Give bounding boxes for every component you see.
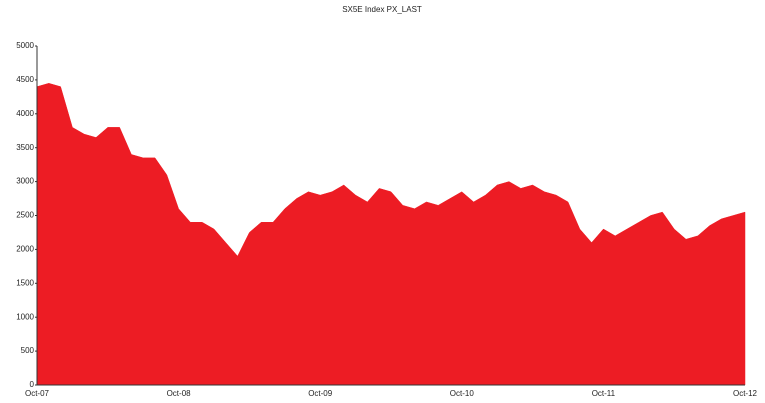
x-tick-label: Oct-08 <box>167 389 192 398</box>
y-tick-label: 0 <box>30 380 35 389</box>
area <box>36 83 746 386</box>
x-tick-label: Oct-11 <box>592 389 616 398</box>
x-tick-label: Oct-07 <box>25 389 50 398</box>
y-tick-label: 3000 <box>16 177 34 186</box>
y-tick-label: 1000 <box>16 312 34 321</box>
x-tick-label: Oct-12 <box>733 389 758 398</box>
y-tick-label: 2500 <box>16 211 34 220</box>
x-tick-label: Oct-10 <box>450 389 475 398</box>
y-tick-label: 500 <box>21 346 35 355</box>
y-tick-label: 2000 <box>16 245 34 254</box>
chart-title: SX5E Index PX_LAST <box>342 5 422 14</box>
y-tick-label: 3500 <box>16 143 34 152</box>
y-tick-label: 5000 <box>16 41 34 50</box>
y-tick-label: 1500 <box>16 278 34 287</box>
y-tick-label: 4500 <box>16 75 34 84</box>
x-tick-label: Oct-09 <box>308 389 333 398</box>
y-tick-label: 4000 <box>16 109 34 118</box>
